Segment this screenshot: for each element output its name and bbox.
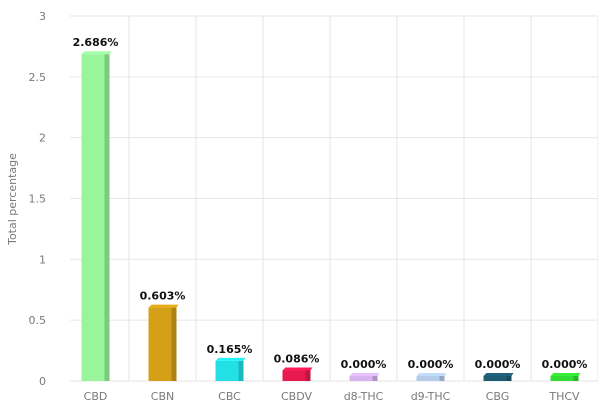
x-tick-label-cbn: CBN bbox=[151, 390, 174, 403]
data-labels: 2.686% 0.603% 0.165% 0.086% 0.000% 0.000% 0.00… bbox=[73, 36, 588, 371]
bar-side bbox=[372, 376, 378, 381]
y-tick-label: 3 bbox=[39, 10, 46, 23]
x-tick-label-cbdv: CBDV bbox=[281, 390, 313, 403]
bar-cbg bbox=[483, 373, 514, 381]
x-tick-label-cbc: CBC bbox=[218, 390, 241, 403]
data-label-d9-thc: 0.000% bbox=[408, 358, 454, 371]
bar-top bbox=[215, 357, 246, 361]
bar-d8-thc bbox=[349, 373, 380, 381]
data-label-cbg: 0.000% bbox=[475, 358, 521, 371]
bar-side bbox=[305, 370, 311, 381]
y-tick-label: 2.5 bbox=[29, 71, 47, 84]
y-tick-label: 1.5 bbox=[29, 193, 47, 206]
data-label-cbdv: 0.086% bbox=[274, 353, 320, 366]
bar-cbn bbox=[148, 304, 179, 381]
bar-side bbox=[573, 376, 579, 381]
bar-top bbox=[483, 373, 514, 376]
bar-face bbox=[282, 370, 311, 381]
data-label-cbd: 2.686% bbox=[73, 36, 119, 49]
y-axis-title: Total percentage bbox=[6, 153, 19, 246]
bar-top bbox=[416, 373, 447, 376]
x-tick-label-thcv: THCV bbox=[548, 390, 580, 403]
bar-cbd bbox=[81, 51, 112, 381]
x-tick-label-cbd: CBD bbox=[84, 390, 108, 403]
bars bbox=[81, 51, 581, 381]
y-tick-label: 0.5 bbox=[29, 314, 47, 327]
bar-face bbox=[416, 376, 445, 381]
bar-d9-thc bbox=[416, 373, 447, 381]
bar-side bbox=[238, 360, 244, 381]
data-label-d8-thc: 0.000% bbox=[341, 358, 387, 371]
bar-cbc bbox=[215, 357, 246, 381]
bar-top bbox=[550, 373, 581, 376]
x-tick-label-cbg: CBG bbox=[486, 390, 510, 403]
y-tick-label: 2 bbox=[39, 132, 46, 145]
bar-face bbox=[215, 360, 244, 381]
bar-top bbox=[282, 367, 313, 371]
bar-side bbox=[171, 307, 177, 381]
bar-face bbox=[550, 376, 579, 381]
bar-thcv bbox=[550, 373, 581, 381]
data-label-cbn: 0.603% bbox=[140, 290, 186, 303]
x-axis-ticks: CBD CBN CBC CBDV d8-THC d9-THC CBG THCV bbox=[84, 390, 580, 403]
x-tick-label-d9-thc: d9-THC bbox=[411, 390, 451, 403]
y-tick-label: 0 bbox=[39, 375, 46, 388]
data-label-cbc: 0.165% bbox=[207, 343, 253, 356]
bar-side bbox=[439, 376, 445, 381]
y-tick-label: 1 bbox=[39, 253, 46, 266]
bar-top bbox=[349, 373, 380, 376]
y-axis-ticks: 0 0.5 1 1.5 2 2.5 3 bbox=[29, 10, 47, 388]
bar-top bbox=[148, 304, 179, 308]
bar-side bbox=[104, 54, 110, 381]
bar-face bbox=[349, 376, 378, 381]
grid bbox=[70, 15, 598, 382]
bar-face bbox=[483, 376, 512, 381]
x-tick-label-d8-thc: d8-THC bbox=[344, 390, 384, 403]
data-label-thcv: 0.000% bbox=[542, 358, 588, 371]
bar-cbdv bbox=[282, 367, 313, 381]
bar-top bbox=[81, 51, 112, 55]
bar-side bbox=[506, 376, 512, 381]
